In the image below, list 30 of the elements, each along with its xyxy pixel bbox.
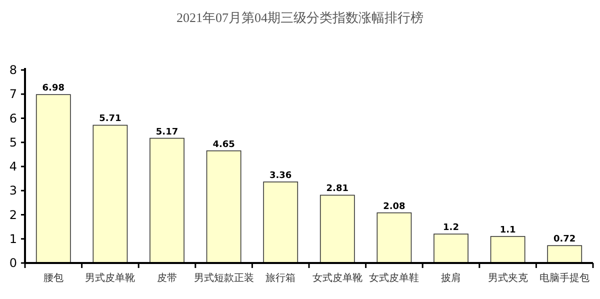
y-tick-label: 4 [9, 160, 17, 174]
y-tick-label: 8 [9, 63, 17, 77]
data-label: 4.65 [212, 140, 235, 150]
data-label: 3.36 [269, 170, 292, 181]
x-tick-label: 女式皮单鞋 [369, 272, 420, 284]
x-tick-label: 男式夹克 [488, 272, 528, 284]
data-label: 6.98 [42, 84, 65, 94]
data-label: 5.71 [99, 114, 122, 124]
y-tick-label: 7 [9, 87, 17, 102]
x-tick-label: 腰包 [43, 272, 64, 284]
x-tick-label: 男式皮单靴 [85, 272, 136, 284]
y-tick-label: 0 [9, 256, 17, 270]
chart-title: 2021年07月第04期三级分类指数涨幅排行榜 [176, 10, 424, 25]
data-label: 1.1 [500, 225, 516, 236]
data-label: 5.17 [156, 127, 178, 138]
y-tick-label: 2 [9, 208, 17, 222]
y-tick-label: 3 [9, 184, 17, 198]
data-label: 2.81 [326, 184, 349, 194]
y-tick-label: 6 [9, 111, 17, 126]
x-tick-label: 男式短款正装 [194, 272, 254, 284]
y-tick-label: 1 [9, 232, 17, 246]
data-label: 2.08 [383, 202, 406, 212]
x-tick-label: 皮带 [157, 272, 177, 284]
data-label: 0.72 [553, 234, 576, 245]
x-tick-label: 女式皮单靴 [312, 272, 362, 284]
x-tick-label: 旅行箱 [266, 272, 296, 284]
x-tick-label: 披肩 [441, 272, 461, 284]
x-tick-label: 电脑手提包 [540, 272, 590, 284]
data-label: 1.2 [443, 223, 459, 234]
y-tick-label: 5 [9, 135, 17, 150]
